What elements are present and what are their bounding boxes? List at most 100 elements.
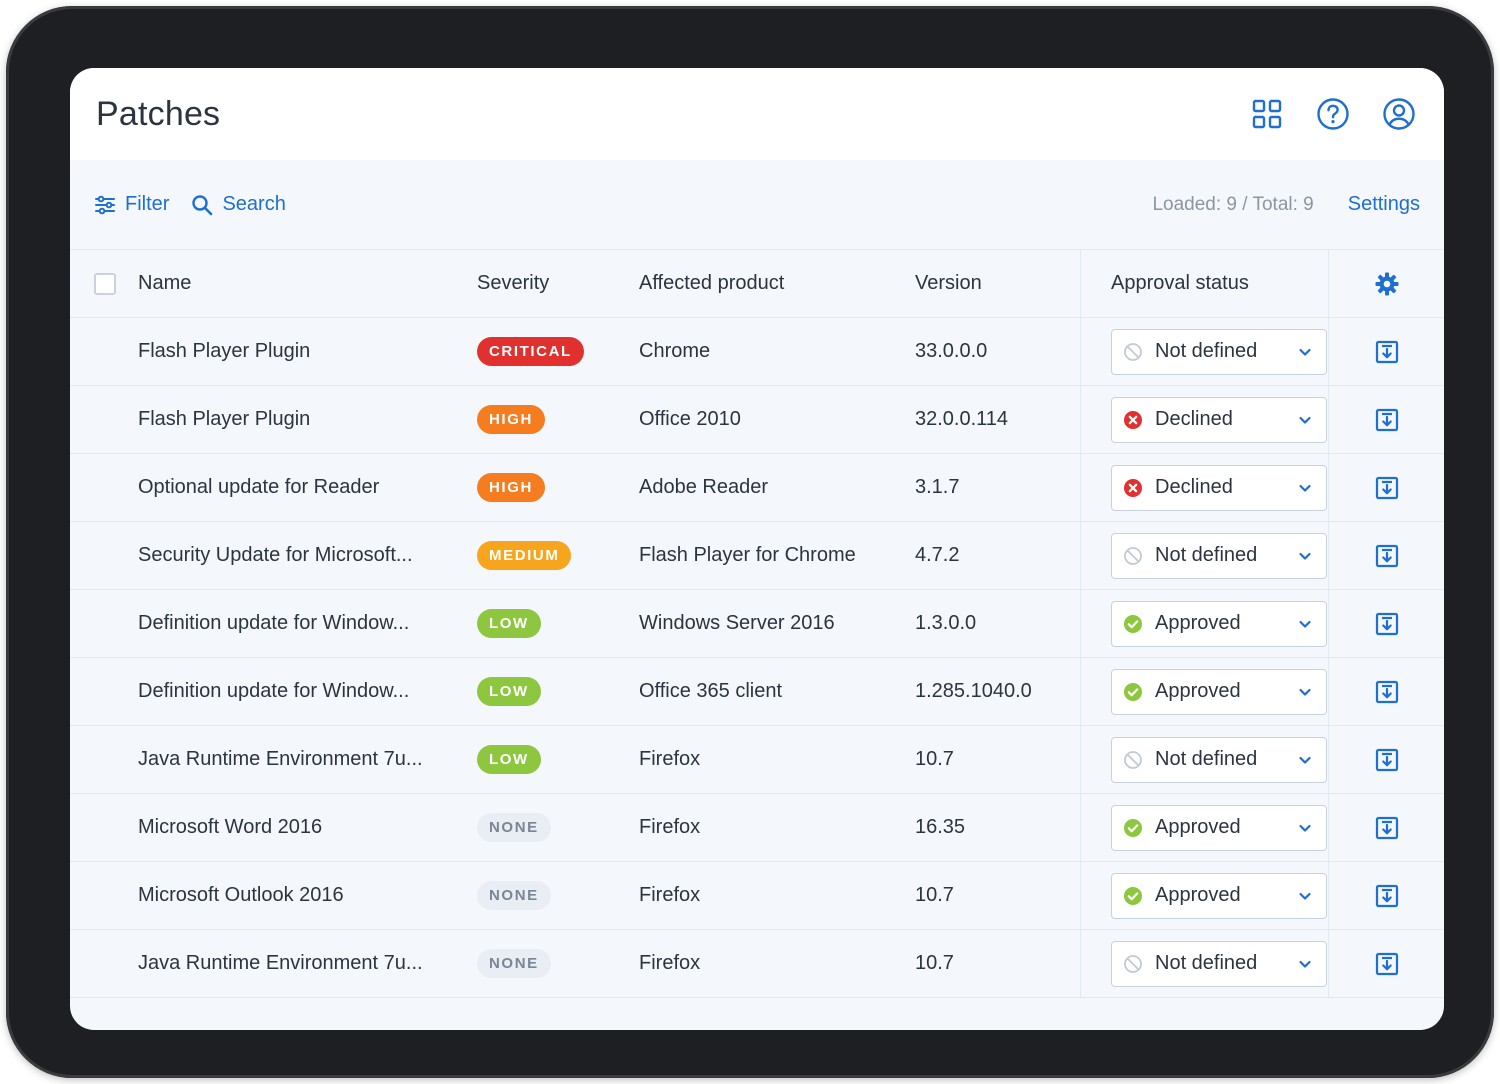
chevron-down-icon <box>1296 955 1314 973</box>
approval-status-select[interactable]: Not defined <box>1111 736 1327 783</box>
affected-product: Adobe Reader <box>639 476 768 498</box>
download-icon[interactable] <box>1374 475 1400 501</box>
severity-badge: NONE <box>477 881 551 910</box>
declined-status-icon <box>1122 477 1144 499</box>
declined-icon <box>1124 478 1142 497</box>
version: 4.7.2 <box>915 544 960 566</box>
filter-icon <box>95 195 115 214</box>
chevron-down-icon <box>1296 547 1314 565</box>
column-header-name[interactable]: Name <box>138 272 192 294</box>
settings-link[interactable]: Settings <box>1347 193 1420 215</box>
table-row-6[interactable]: Definition update for Window... LOW Offi… <box>70 658 1444 726</box>
download-icon[interactable] <box>1374 815 1400 841</box>
table-row-4[interactable]: Security Update for Microsoft... MEDIUM … <box>70 522 1444 590</box>
app-screen: Patches <box>70 68 1444 1030</box>
affected-product: Office 365 client <box>639 680 783 702</box>
affected-product: Flash Player for Chrome <box>639 544 856 566</box>
approved-icon <box>1124 682 1142 701</box>
severity-badge: MEDIUM <box>477 541 572 570</box>
download-icon[interactable] <box>1374 339 1400 365</box>
table-row-7[interactable]: Java Runtime Environment 7u... LOW Firef… <box>70 726 1444 794</box>
chevron-down-icon <box>1296 887 1314 905</box>
approved-icon <box>1124 886 1142 905</box>
column-header-severity[interactable]: Severity <box>477 272 550 294</box>
search-label: Search <box>222 193 286 215</box>
affected-product: Firefox <box>639 952 701 974</box>
severity-badge: LOW <box>477 745 541 774</box>
version: 16.35 <box>915 816 966 838</box>
column-header-product[interactable]: Affected product <box>639 272 785 294</box>
column-settings-button[interactable] <box>1328 250 1444 317</box>
download-icon[interactable] <box>1374 883 1400 909</box>
approval-status-select[interactable]: Approved <box>1111 600 1327 647</box>
download-icon[interactable] <box>1374 951 1400 977</box>
chevron-down-icon <box>1296 411 1314 429</box>
search-icon <box>192 194 213 215</box>
gear-icon <box>1375 272 1398 295</box>
severity-badge: HIGH <box>477 405 545 434</box>
column-header-approval[interactable]: Approval status <box>1080 250 1328 317</box>
table-row-1[interactable]: Flash Player Plugin CRITICAL Chrome 33.0… <box>70 318 1444 386</box>
approved-status-icon <box>1122 613 1144 635</box>
table-header: Name Severity Affected product Version A… <box>70 250 1444 318</box>
not-defined-icon <box>1124 750 1142 769</box>
affected-product: Firefox <box>639 748 701 770</box>
notdefined-status-icon <box>1122 953 1144 975</box>
approval-status-select[interactable]: Declined <box>1111 464 1327 511</box>
approval-status-select[interactable]: Not defined <box>1111 532 1327 579</box>
approval-status-select[interactable]: Not defined <box>1111 940 1327 987</box>
approval-status-label: Approved <box>1155 816 1241 838</box>
column-header-version[interactable]: Version <box>915 272 982 294</box>
download-icon[interactable] <box>1374 543 1400 569</box>
header-icons <box>1248 95 1418 133</box>
patch-name: Flash Player Plugin <box>138 408 311 430</box>
table-row-3[interactable]: Optional update for Reader HIGH Adobe Re… <box>70 454 1444 522</box>
affected-product: Firefox <box>639 816 701 838</box>
table-row-5[interactable]: Definition update for Window... LOW Wind… <box>70 590 1444 658</box>
table-row-8[interactable]: Microsoft Word 2016 NONE Firefox 16.35 A… <box>70 794 1444 862</box>
grid-icon[interactable] <box>1248 95 1286 133</box>
filter-label: Filter <box>125 193 170 215</box>
tablet-frame: Patches <box>6 6 1494 1078</box>
download-icon[interactable] <box>1374 611 1400 637</box>
affected-product: Chrome <box>639 340 711 362</box>
download-icon[interactable] <box>1374 747 1400 773</box>
search-button[interactable]: Search <box>191 193 286 216</box>
loaded-count: Loaded: 9 / Total: 9 <box>1152 193 1314 215</box>
approval-status-select[interactable]: Approved <box>1111 872 1327 919</box>
patch-name: Java Runtime Environment 7u... <box>138 952 423 974</box>
filter-button[interactable]: Filter <box>94 193 169 216</box>
version: 33.0.0.0 <box>915 340 988 362</box>
patch-name: Definition update for Window... <box>138 612 410 634</box>
user-icon[interactable] <box>1380 95 1418 133</box>
approval-status-label: Declined <box>1155 476 1233 498</box>
select-all-checkbox[interactable] <box>94 272 116 295</box>
declined-icon <box>1124 410 1142 429</box>
chevron-down-icon <box>1296 683 1314 701</box>
approval-status-select[interactable]: Not defined <box>1111 328 1327 375</box>
approved-status-icon <box>1122 885 1144 907</box>
chevron-down-icon <box>1296 479 1314 497</box>
severity-badge: NONE <box>477 949 551 978</box>
version: 10.7 <box>915 952 954 974</box>
approval-status-label: Approved <box>1155 680 1241 702</box>
table-row-10[interactable]: Java Runtime Environment 7u... NONE Fire… <box>70 930 1444 998</box>
help-icon[interactable] <box>1314 95 1352 133</box>
approval-status-label: Declined <box>1155 408 1233 430</box>
version: 1.3.0.0 <box>915 612 977 634</box>
approval-status-select[interactable]: Approved <box>1111 668 1327 715</box>
severity-badge: LOW <box>477 609 541 638</box>
patch-name: Definition update for Window... <box>138 680 410 702</box>
approval-status-label: Not defined <box>1155 544 1258 566</box>
table-row-2[interactable]: Flash Player Plugin HIGH Office 2010 32.… <box>70 386 1444 454</box>
severity-badge: CRITICAL <box>477 337 584 366</box>
table-row-9[interactable]: Microsoft Outlook 2016 NONE Firefox 10.7… <box>70 862 1444 930</box>
approval-status-select[interactable]: Declined <box>1111 396 1327 443</box>
download-icon[interactable] <box>1374 407 1400 433</box>
approval-status-select[interactable]: Approved <box>1111 804 1327 851</box>
patch-name: Microsoft Word 2016 <box>138 816 323 838</box>
version: 3.1.7 <box>915 476 960 498</box>
download-icon[interactable] <box>1374 679 1400 705</box>
severity-badge: HIGH <box>477 473 545 502</box>
notdefined-status-icon <box>1122 749 1144 771</box>
